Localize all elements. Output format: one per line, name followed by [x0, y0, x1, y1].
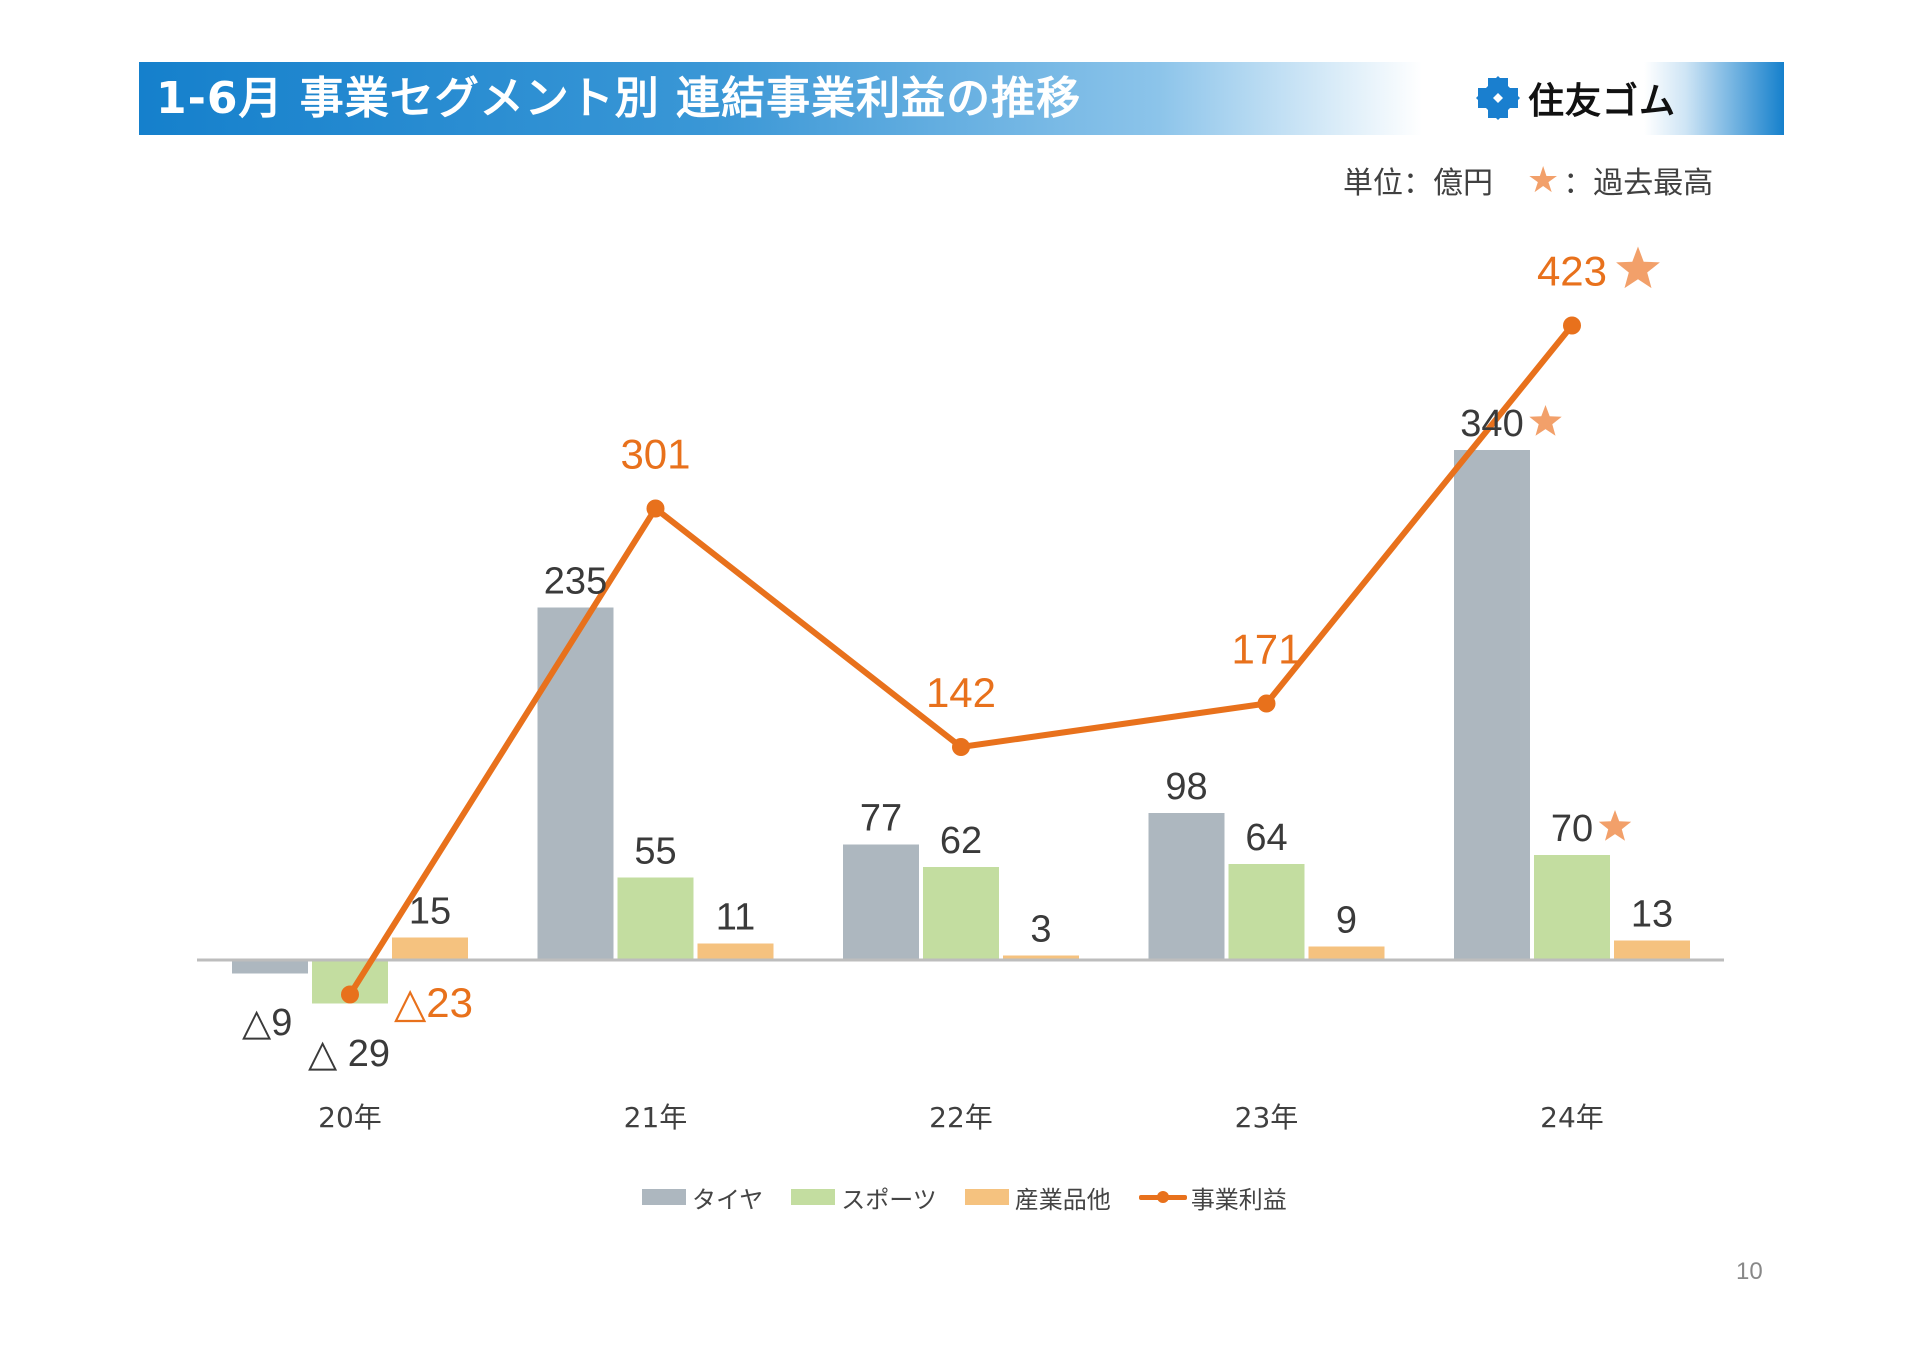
line-layer [341, 316, 1581, 1004]
data-label-sports: △ 29 [308, 1033, 390, 1075]
legend-swatch-sports [791, 1189, 836, 1205]
legend-item-business-profit: 事業利益 [1138, 1180, 1287, 1215]
data-label-tire: △9 [242, 1002, 292, 1044]
unit-label: 単位：億円 [1343, 166, 1493, 201]
legend-item-tire: タイヤ [642, 1180, 763, 1215]
legend-item-sports: スポーツ [791, 1180, 937, 1215]
record-star-icon [1616, 246, 1660, 289]
data-label-tire: 340 [1460, 403, 1523, 445]
bar-industrial [1003, 955, 1079, 960]
bar-tire [232, 960, 308, 974]
data-label-tire: 235 [544, 561, 607, 603]
data-label-business-profit: 423 [1537, 248, 1607, 295]
bar-tire [537, 607, 614, 960]
unit-note: 単位：億円 ★ ：過去最高 [1343, 159, 1714, 202]
record-star-icon [1529, 405, 1562, 436]
legend-label: タイヤ [692, 1185, 764, 1214]
bar-industrial [1614, 940, 1690, 960]
data-label-business-profit: 301 [620, 431, 690, 478]
data-label-business-profit: 171 [1231, 626, 1301, 673]
company-logo: 住友ゴム [1474, 74, 1676, 122]
bar-sports [1228, 864, 1305, 960]
page-number: 10 [1736, 1258, 1763, 1285]
x-tick-label: 20年 [318, 1101, 382, 1134]
bar-industrial [1308, 946, 1385, 960]
x-tick-label: 24年 [1540, 1101, 1604, 1134]
page-title: 1-6月 事業セグメント別 連結事業利益の推移 [156, 73, 1082, 124]
data-label-sports: 70 [1551, 808, 1593, 850]
data-label-tire: 77 [860, 798, 902, 840]
bar-tire [843, 844, 919, 960]
data-label-industrial: 11 [716, 897, 755, 939]
legend-label: スポーツ [841, 1185, 937, 1214]
bar-industrial [392, 937, 468, 960]
data-label-industrial: 15 [409, 891, 451, 933]
bar-sports [1534, 855, 1610, 960]
data-label-industrial: 3 [1030, 909, 1051, 951]
line-point-business-profit [952, 738, 970, 756]
bar-tire [1454, 450, 1530, 960]
bar-sports [923, 867, 999, 960]
data-label-business-profit: 142 [926, 669, 996, 716]
labels-layer: 20年 21年 22年 23年 24年 △9 235 77 98 340 △ 29 55 62 64 70 1… [242, 246, 1673, 1134]
bar-industrial [697, 943, 774, 960]
record-star-icon [1598, 810, 1632, 841]
bar-sports [617, 877, 694, 960]
line-point-business-profit [646, 499, 665, 518]
x-tick-label: 23年 [1235, 1101, 1299, 1134]
data-label-sports: 62 [940, 820, 982, 862]
legend: タイヤ スポーツ 産業品他 事業利益 [642, 1180, 1315, 1214]
data-label-business-profit: △23 [394, 979, 473, 1026]
x-tick-label: 22年 [929, 1101, 993, 1134]
legend-label: 産業品他 [1014, 1185, 1111, 1214]
record-high-label: ：過去最高 [1563, 166, 1714, 201]
line-point-business-profit [341, 985, 359, 1004]
data-label-sports: 64 [1245, 817, 1287, 859]
logo-text: 住友ゴム [1528, 81, 1677, 122]
legend-swatch-industrial [964, 1189, 1009, 1205]
x-tick-label: 21年 [624, 1101, 688, 1134]
data-label-sports: 55 [634, 831, 676, 873]
line-point-business-profit [1563, 316, 1581, 335]
legend-label: 事業利益 [1190, 1185, 1287, 1214]
star-icon: ★ [1527, 159, 1560, 201]
data-label-tire: 98 [1165, 766, 1207, 808]
diamond-logo-icon [1476, 76, 1520, 120]
legend-item-industrial: 産業品他 [964, 1180, 1111, 1215]
data-label-industrial: 13 [1631, 894, 1673, 936]
legend-line-marker-icon [1138, 1189, 1187, 1205]
data-label-industrial: 9 [1336, 900, 1357, 942]
line-point-business-profit [1257, 694, 1276, 713]
bars-layer [232, 450, 1690, 1004]
bar-tire [1148, 813, 1225, 960]
legend-swatch-tire [642, 1189, 686, 1205]
